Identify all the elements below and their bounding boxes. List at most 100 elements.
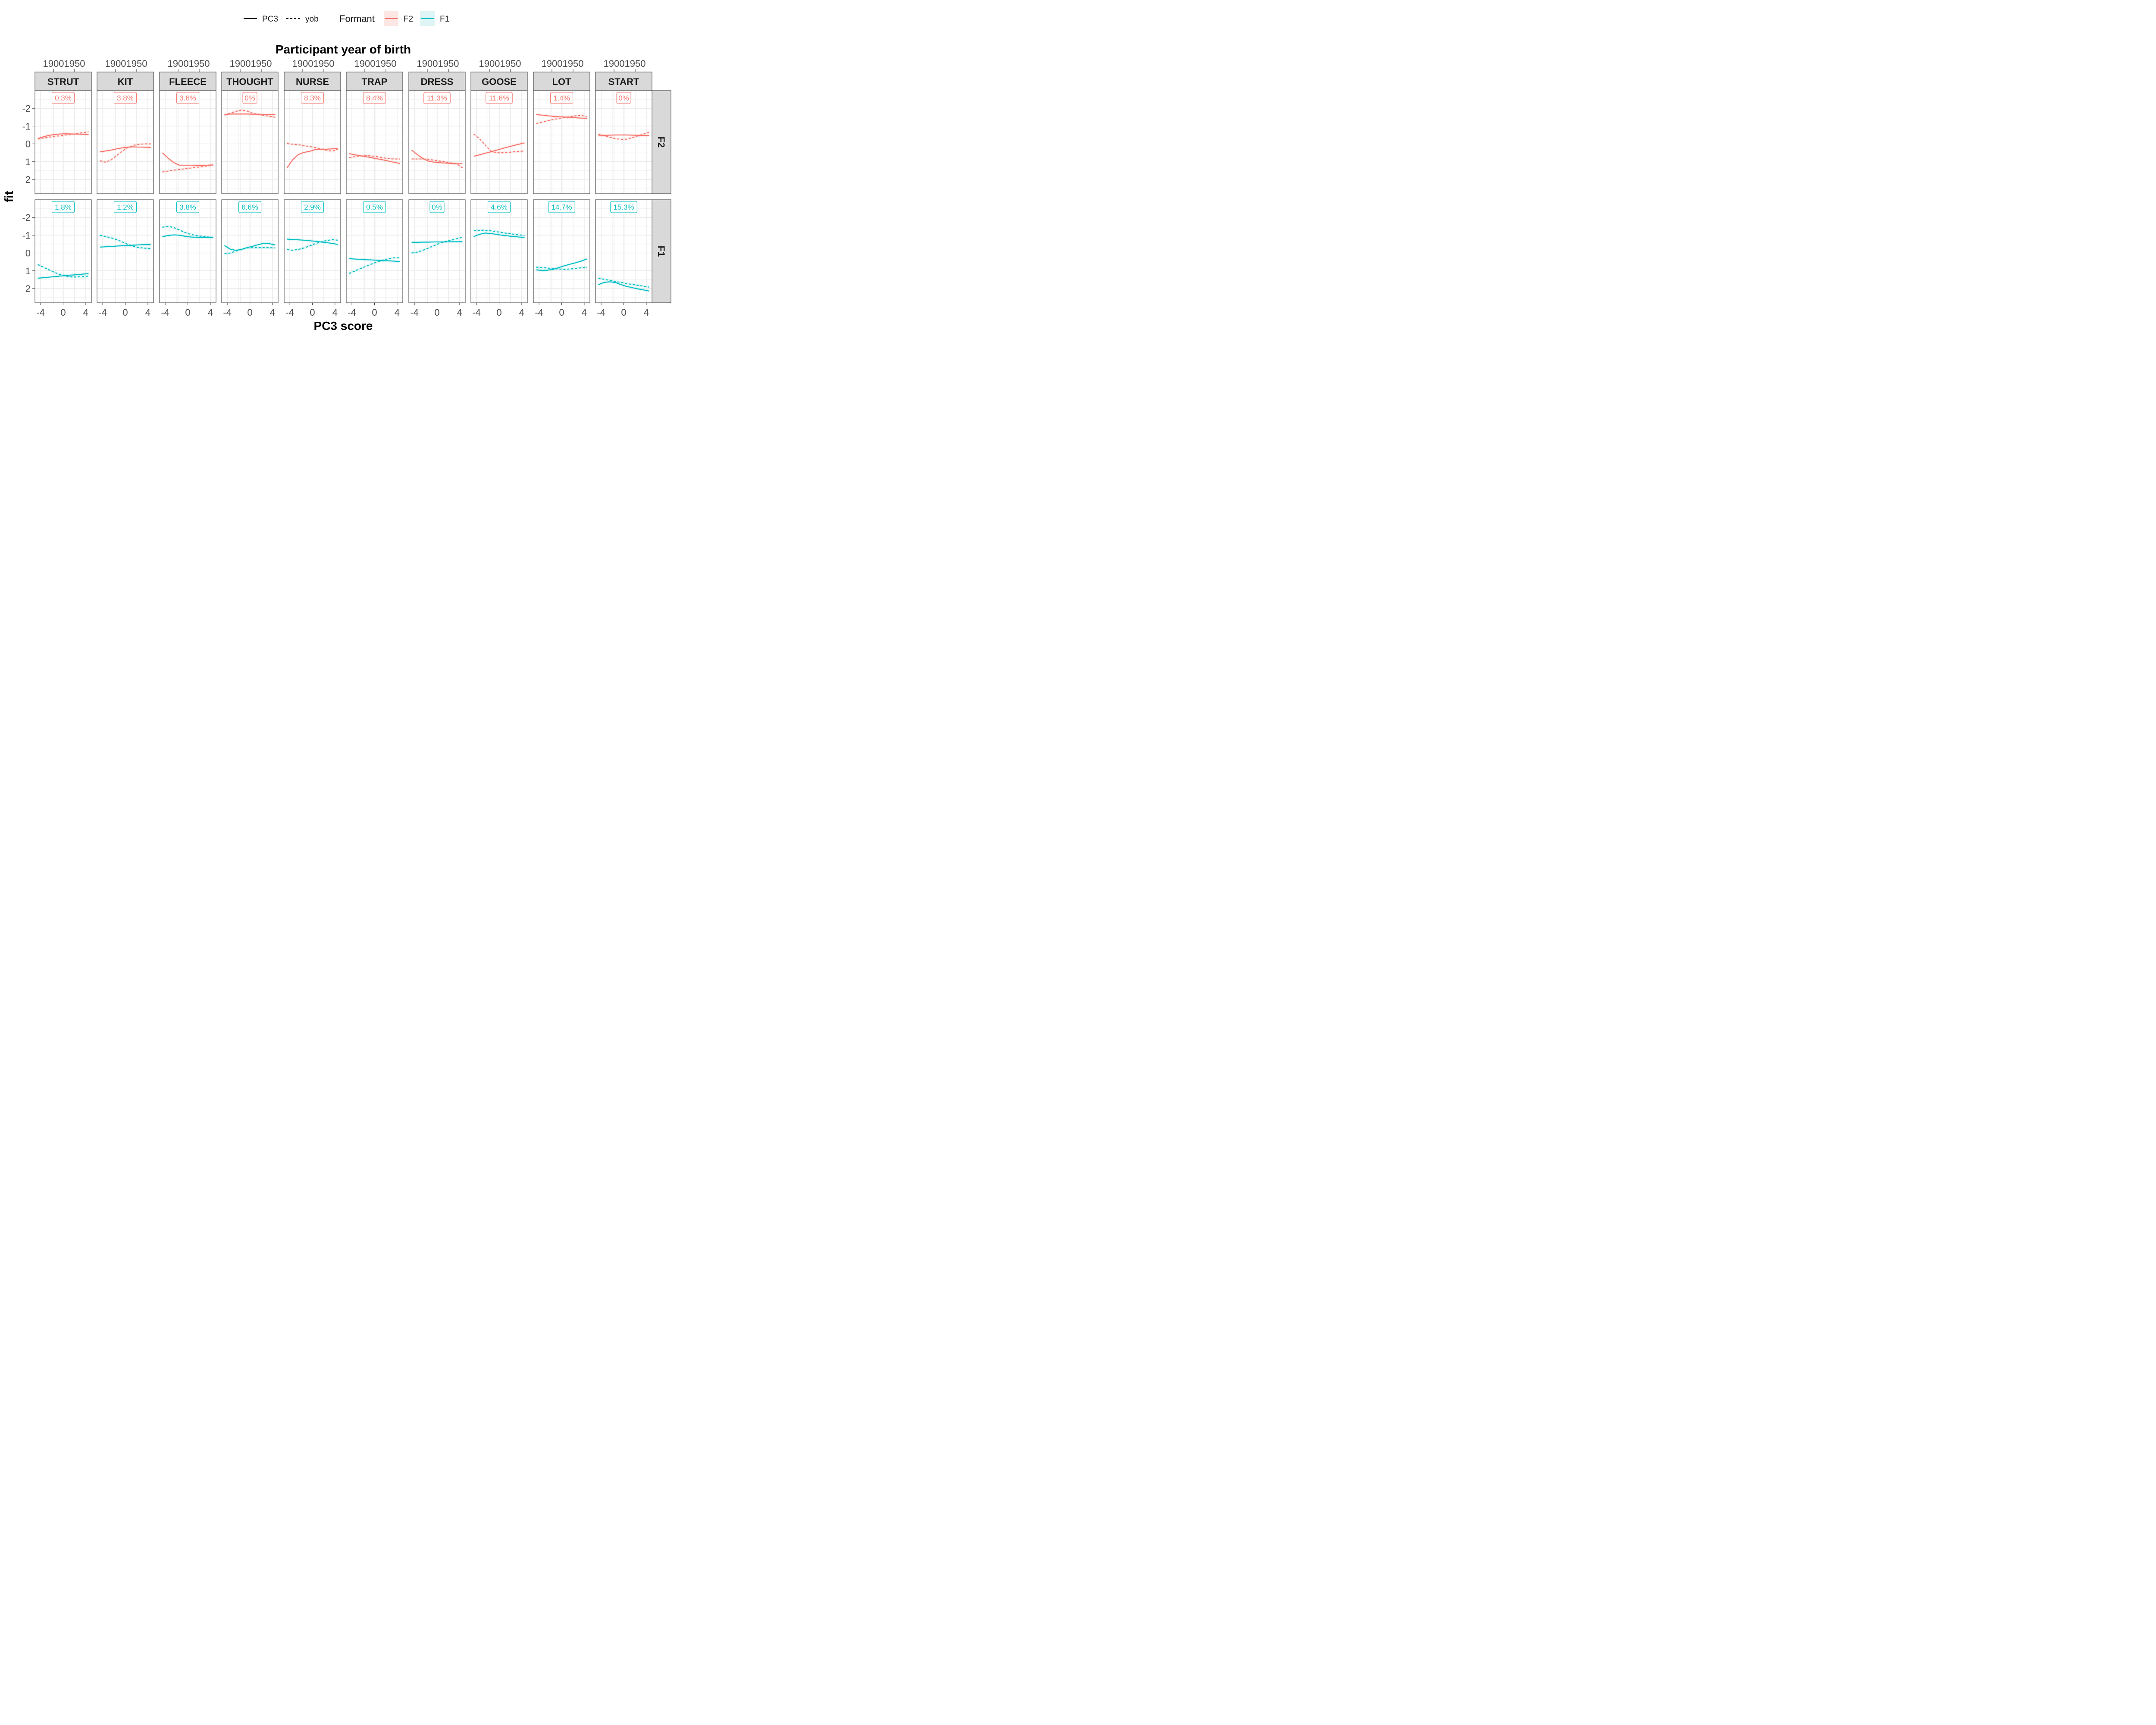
x-axis-title: PC3 score xyxy=(314,319,373,332)
pct-label-box xyxy=(616,92,631,104)
panel-border xyxy=(533,90,590,194)
top-axis-tick-label: 1900 xyxy=(479,58,500,69)
pct-label: 8.3% xyxy=(304,94,321,102)
x-axis-tick-label: -4 xyxy=(285,307,294,318)
y-axis-tick-label: 2 xyxy=(25,174,31,185)
pct-label-box xyxy=(486,92,513,104)
series-line-yob xyxy=(473,134,525,154)
column-header-trap: TRAP 1900 1950 xyxy=(346,58,403,91)
x-axis-tick-label: 4 xyxy=(145,307,150,318)
column-strip-label: STRUT xyxy=(47,76,79,87)
x-axis-tick-label: -4 xyxy=(98,307,107,318)
series-line-yob xyxy=(224,110,276,118)
panel-border xyxy=(34,199,92,303)
column-strip-label: DRESS xyxy=(421,76,454,87)
x-axis-tick-label: 4 xyxy=(208,307,213,318)
x-axis-tick-label: 0 xyxy=(372,307,377,318)
panel-border xyxy=(284,199,341,303)
panel-border xyxy=(408,199,466,303)
ribbon-yob xyxy=(287,238,338,252)
pct-label: 0% xyxy=(618,94,629,102)
pct-label-box xyxy=(176,201,199,213)
column-strip xyxy=(97,72,154,91)
panel-f1-dress: 0% xyxy=(408,199,466,303)
pct-label: 3.6% xyxy=(179,94,196,102)
y-axis-tick-label: -2 xyxy=(22,103,31,114)
x-axis-tick-label: -4 xyxy=(161,307,169,318)
panel-f1-thought: 6.6% xyxy=(221,199,279,303)
series-line-pc3 xyxy=(287,238,338,245)
column-strip-label: KIT xyxy=(118,76,133,87)
panel-border xyxy=(97,90,154,194)
top-axis-tick-label: 1950 xyxy=(625,58,646,69)
y-axis-tick-label: -2 xyxy=(22,212,31,223)
panel-border xyxy=(533,199,590,303)
x-axis-tick-label: 0 xyxy=(122,307,128,318)
panel-f2-trap: 8.4% xyxy=(346,90,403,194)
y-axis-tick-label: 1 xyxy=(25,157,31,167)
top-axis-tick-label: 1950 xyxy=(563,58,584,69)
pct-label: 3.8% xyxy=(117,94,134,102)
top-axis-tick-label: 1900 xyxy=(230,58,251,69)
column-header-strut: STRUT 1900 1950 xyxy=(34,58,92,91)
column-strip-label: TRAP xyxy=(362,76,388,87)
x-axis-tick-label: 4 xyxy=(457,307,462,318)
pct-label: 6.6% xyxy=(241,203,258,211)
series-line-pc3 xyxy=(536,258,587,271)
legend-label-pc3: PC3 xyxy=(262,15,278,24)
x-axis-tick-label: 4 xyxy=(332,307,338,318)
column-strip-label: LOT xyxy=(552,76,572,87)
series-line-yob xyxy=(287,239,338,251)
legend-label-f1: F1 xyxy=(440,15,449,24)
column-strip xyxy=(221,72,279,91)
top-axis-tick-label: 1900 xyxy=(105,58,126,69)
column-header-nurse: NURSE 1900 1950 xyxy=(284,58,341,91)
panel-border xyxy=(221,90,279,194)
top-axis-tick-label: 1900 xyxy=(542,58,563,69)
x-axis-tick-label: 4 xyxy=(395,307,400,318)
x-axis-tick-label: 0 xyxy=(310,307,315,318)
row-strip-label: F1 xyxy=(656,246,667,257)
pct-label: 1.2% xyxy=(117,203,134,211)
panel-f2-start: 0% xyxy=(595,90,652,194)
series-line-pc3 xyxy=(473,142,525,157)
x-axis-tick-label: -4 xyxy=(348,307,356,318)
legend-label-yob: yob xyxy=(305,15,319,24)
legend-label-f2: F2 xyxy=(404,15,413,24)
pct-label-box xyxy=(114,201,137,213)
panel-border xyxy=(470,199,528,303)
pct-label-box xyxy=(363,201,386,213)
column-header-lot: LOT 1900 1950 xyxy=(533,58,590,91)
pct-label-box xyxy=(550,92,573,104)
column-header-thought: THOUGHT 1900 1950 xyxy=(221,58,279,91)
top-axis-tick-label: 1950 xyxy=(64,58,85,69)
series-line-yob xyxy=(349,257,400,274)
panel-border xyxy=(595,90,652,194)
panel-f1-start: 15.3% xyxy=(595,199,652,303)
pct-label-box xyxy=(301,92,324,104)
column-strip xyxy=(408,72,466,91)
top-axis-tick-label: 1950 xyxy=(251,58,272,69)
x-axis-tick-label: 0 xyxy=(496,307,501,318)
x-axis-tick-label: 4 xyxy=(644,307,649,318)
pct-label: 0% xyxy=(432,203,442,211)
top-axis-tick-label: 1950 xyxy=(189,58,210,69)
y-axis-tick-label: 0 xyxy=(25,248,31,259)
series-line-pc3 xyxy=(473,232,525,238)
panel-f2-lot: 1.4% xyxy=(533,90,590,194)
top-axis-tick-label: 1900 xyxy=(168,58,189,69)
column-header-dress: DRESS 1900 1950 xyxy=(408,58,466,91)
panel-f2-strut: 0.3% xyxy=(34,90,92,194)
y-axis-tick-label: -1 xyxy=(22,121,31,132)
ribbon-yob xyxy=(162,164,213,173)
panel-f2-goose: 11.6% xyxy=(470,90,528,194)
column-strip-label: GOOSE xyxy=(482,76,517,87)
top-axis-tick-label: 1950 xyxy=(500,58,521,69)
series-line-yob xyxy=(411,237,463,254)
column-strip-label: START xyxy=(608,76,639,87)
panel-f1-trap: 0.5% xyxy=(346,199,403,303)
column-strip xyxy=(533,72,590,91)
y-axis-tick-label: 2 xyxy=(25,283,31,294)
pct-label-box xyxy=(363,92,386,104)
top-axis-tick-label: 1900 xyxy=(604,58,625,69)
